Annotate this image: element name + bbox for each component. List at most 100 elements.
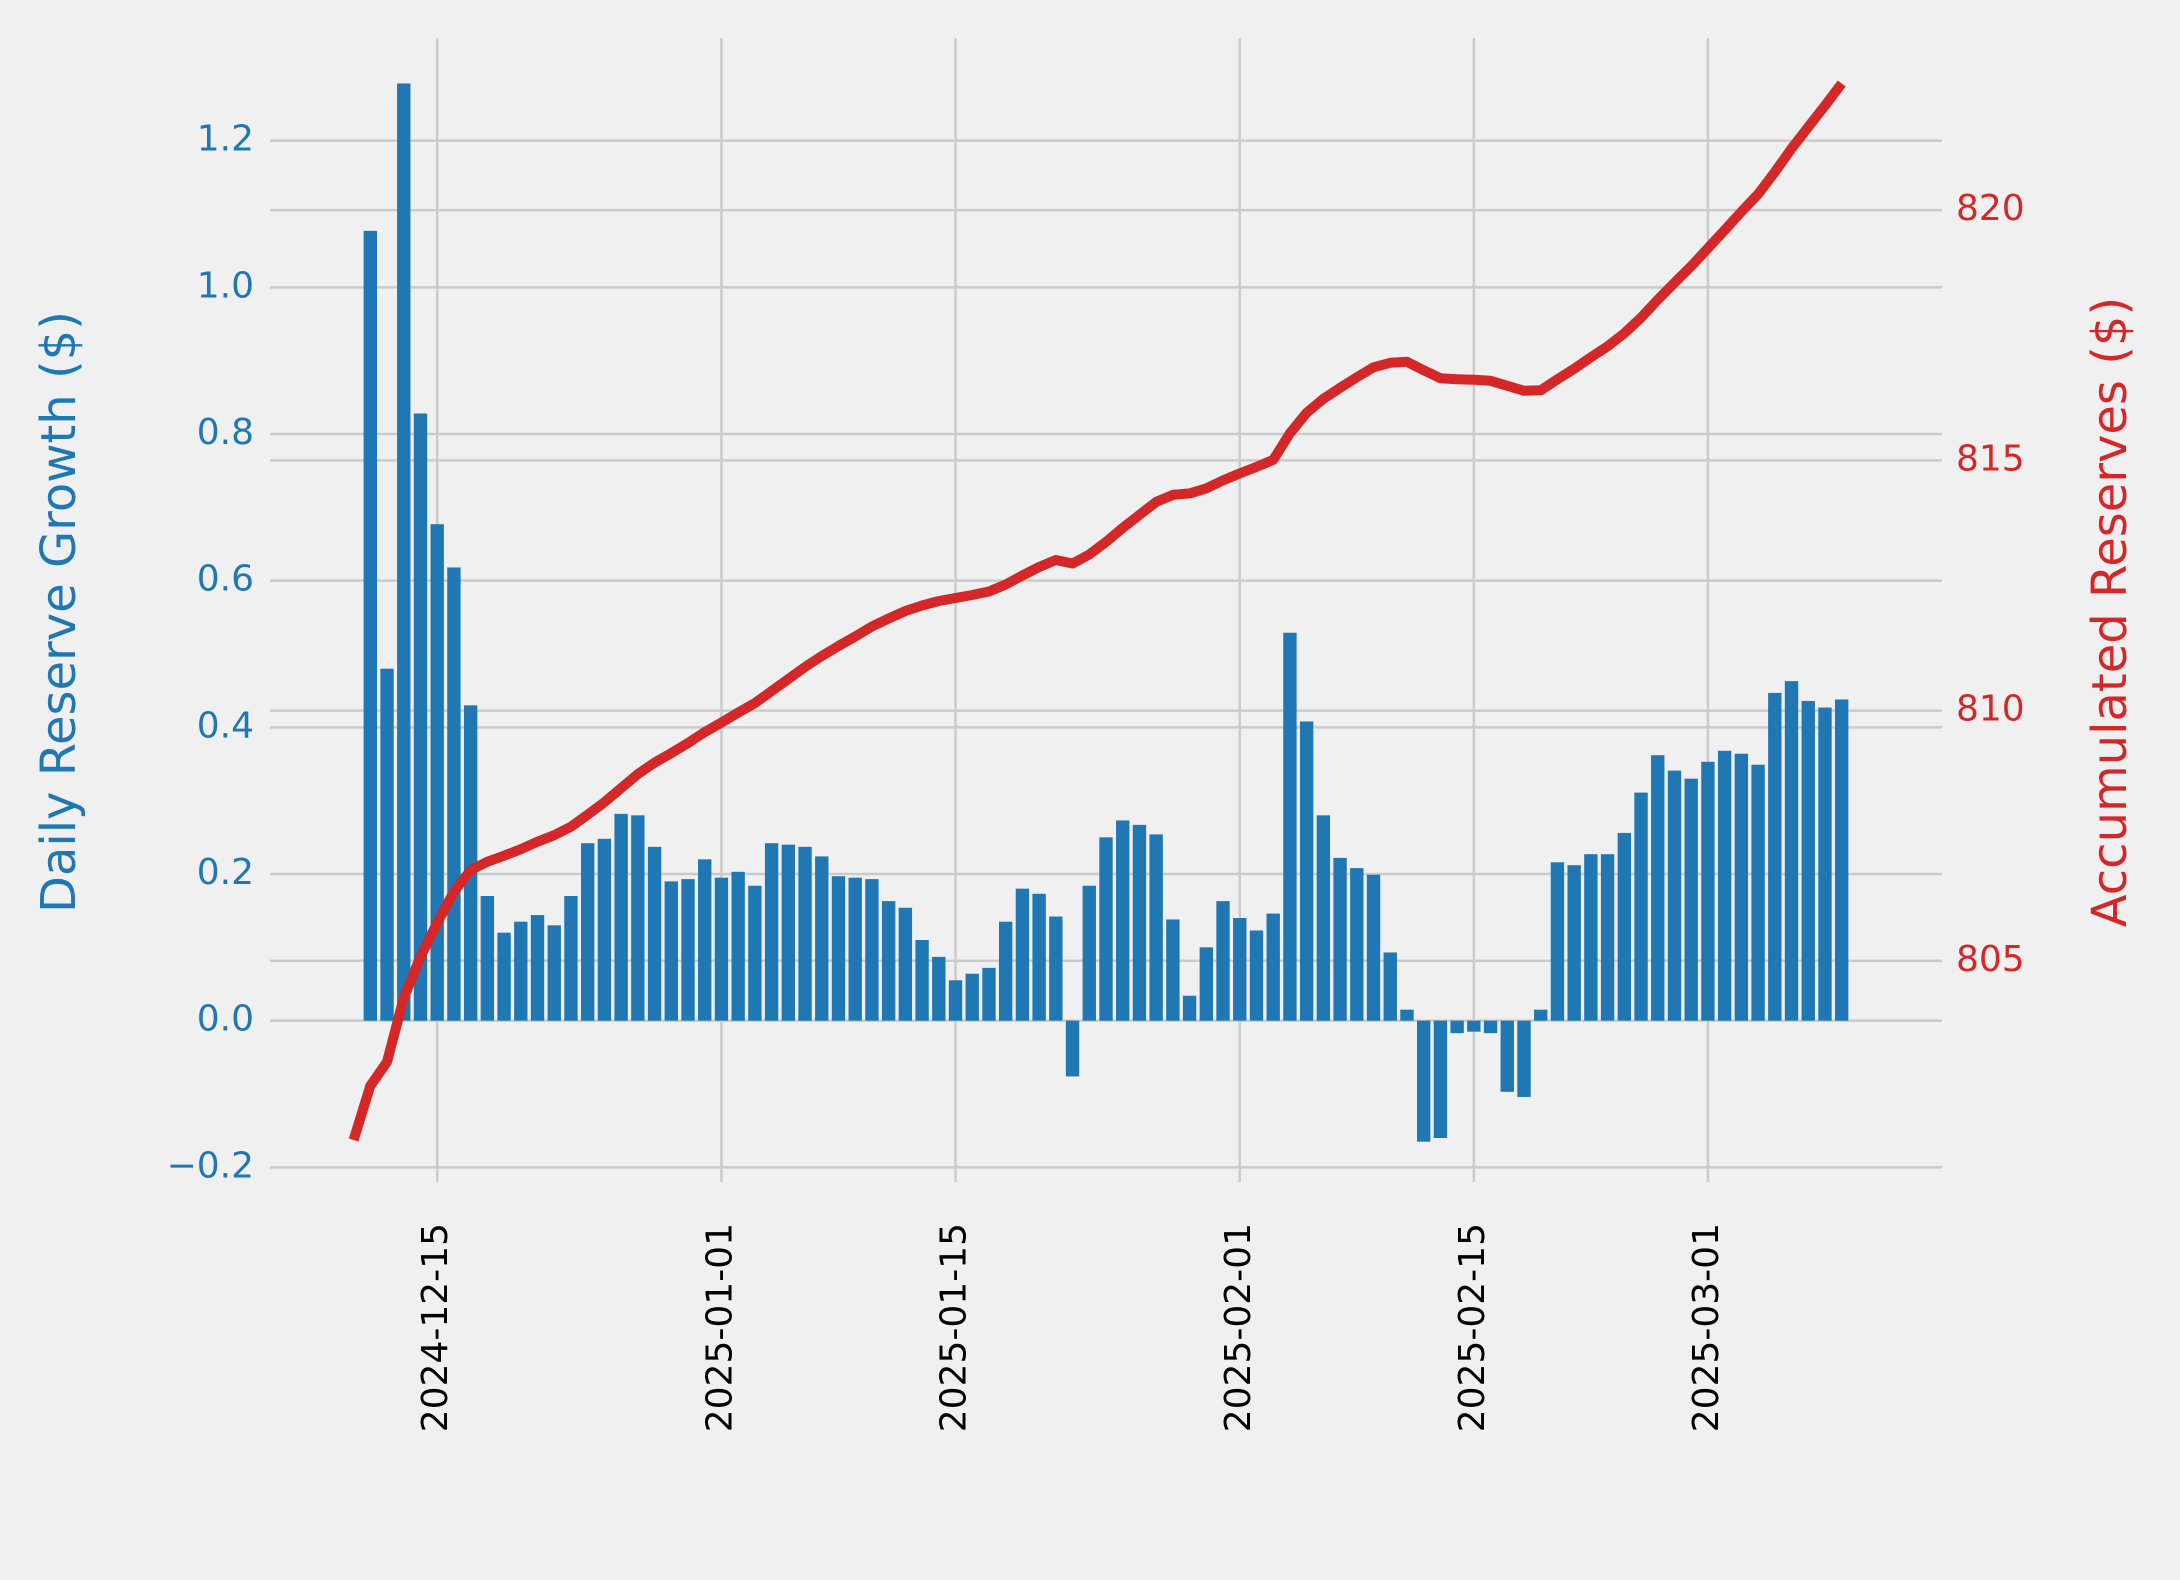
bar	[1299, 721, 1314, 1021]
y2-tick-label: 810	[1956, 689, 2025, 730]
y-tick-label: 0.4	[197, 705, 254, 746]
bar	[1818, 707, 1832, 1021]
bar	[514, 921, 528, 1021]
bar	[948, 980, 963, 1021]
bar	[631, 815, 645, 1021]
bar	[1834, 699, 1849, 1021]
bar	[463, 705, 478, 1021]
bar	[1132, 824, 1147, 1021]
bar	[397, 83, 411, 1021]
bar	[714, 877, 729, 1021]
bar	[1450, 1020, 1464, 1034]
bar	[998, 921, 1013, 1021]
bar	[1049, 916, 1063, 1021]
y2-tick-label: 805	[1956, 939, 2025, 980]
bar	[1784, 681, 1799, 1021]
bar	[1433, 1020, 1448, 1138]
bar	[1801, 700, 1815, 1021]
bar	[1366, 874, 1381, 1021]
x-tick-label: 2024-12-15	[415, 1223, 456, 1432]
bar	[530, 915, 545, 1021]
bar	[932, 956, 946, 1021]
bar	[547, 925, 561, 1021]
bar	[831, 876, 846, 1021]
bar	[1099, 837, 1113, 1021]
y2-tick-label: 820	[1956, 188, 2025, 229]
bar	[1534, 1009, 1548, 1021]
bar	[1283, 632, 1297, 1021]
bar	[764, 843, 779, 1021]
y2-axis-title: Accumulated Reserves ($)	[2082, 297, 2138, 927]
y-tick-label: 0.2	[197, 852, 254, 893]
bar	[681, 879, 695, 1021]
bar	[982, 967, 996, 1021]
x-tick-label: 2025-02-01	[1218, 1223, 1259, 1432]
bar	[1768, 692, 1782, 1021]
y-tick-label: 0.0	[197, 999, 254, 1040]
bar	[1116, 820, 1130, 1021]
bar	[497, 932, 511, 1021]
bar	[1500, 1020, 1514, 1092]
bar	[1600, 854, 1615, 1021]
bar	[881, 901, 896, 1021]
bar	[1032, 893, 1046, 1021]
bar	[1701, 761, 1715, 1021]
line	[348, 80, 1846, 1142]
bar	[781, 844, 796, 1021]
bar	[1233, 918, 1247, 1021]
bar	[1350, 868, 1364, 1021]
bar	[865, 879, 879, 1021]
y-tick-label: 0.6	[197, 559, 254, 600]
bar	[1333, 857, 1347, 1021]
bar	[1667, 770, 1682, 1021]
bar	[1082, 885, 1096, 1021]
bar	[564, 896, 578, 1021]
bar	[1199, 947, 1214, 1021]
bar	[614, 813, 628, 1021]
bar	[1567, 865, 1581, 1021]
bar	[1584, 854, 1598, 1021]
bar	[447, 567, 461, 1021]
y2-tick-label: 815	[1956, 438, 2025, 479]
bar	[1166, 919, 1180, 1021]
bar	[915, 940, 929, 1021]
bar	[798, 846, 812, 1021]
bar	[1316, 815, 1331, 1021]
bar	[580, 843, 595, 1021]
bar	[1550, 862, 1565, 1021]
bar	[1684, 778, 1698, 1021]
bar	[1734, 753, 1749, 1021]
x-tick-label: 2025-01-01	[699, 1223, 740, 1432]
bar	[413, 413, 428, 1021]
bar	[731, 871, 745, 1021]
bar	[1400, 1009, 1414, 1021]
bar	[1182, 995, 1197, 1021]
bar	[363, 230, 378, 1021]
bar	[848, 877, 862, 1021]
bar	[647, 846, 662, 1021]
bar	[430, 524, 444, 1021]
bar	[480, 896, 495, 1021]
bar	[898, 907, 913, 1021]
bar	[1266, 913, 1280, 1021]
bar	[698, 859, 712, 1021]
bar	[1015, 888, 1030, 1021]
bar	[380, 668, 394, 1021]
y-tick-label: 0.8	[197, 412, 254, 453]
bar	[1517, 1020, 1531, 1097]
bar	[1149, 834, 1163, 1021]
y-axis-title: Daily Reserve Growth ($)	[31, 311, 87, 913]
bar	[748, 885, 762, 1021]
bar	[1467, 1020, 1481, 1032]
bar	[815, 856, 829, 1021]
y-tick-label: 1.0	[197, 265, 254, 306]
y-tick-label: 1.2	[197, 119, 254, 160]
bar	[1065, 1020, 1080, 1077]
bar	[1751, 764, 1765, 1021]
bar	[1617, 832, 1632, 1021]
x-tick-label: 2025-03-01	[1686, 1223, 1727, 1432]
bar	[1483, 1020, 1498, 1034]
bar	[1216, 901, 1230, 1021]
